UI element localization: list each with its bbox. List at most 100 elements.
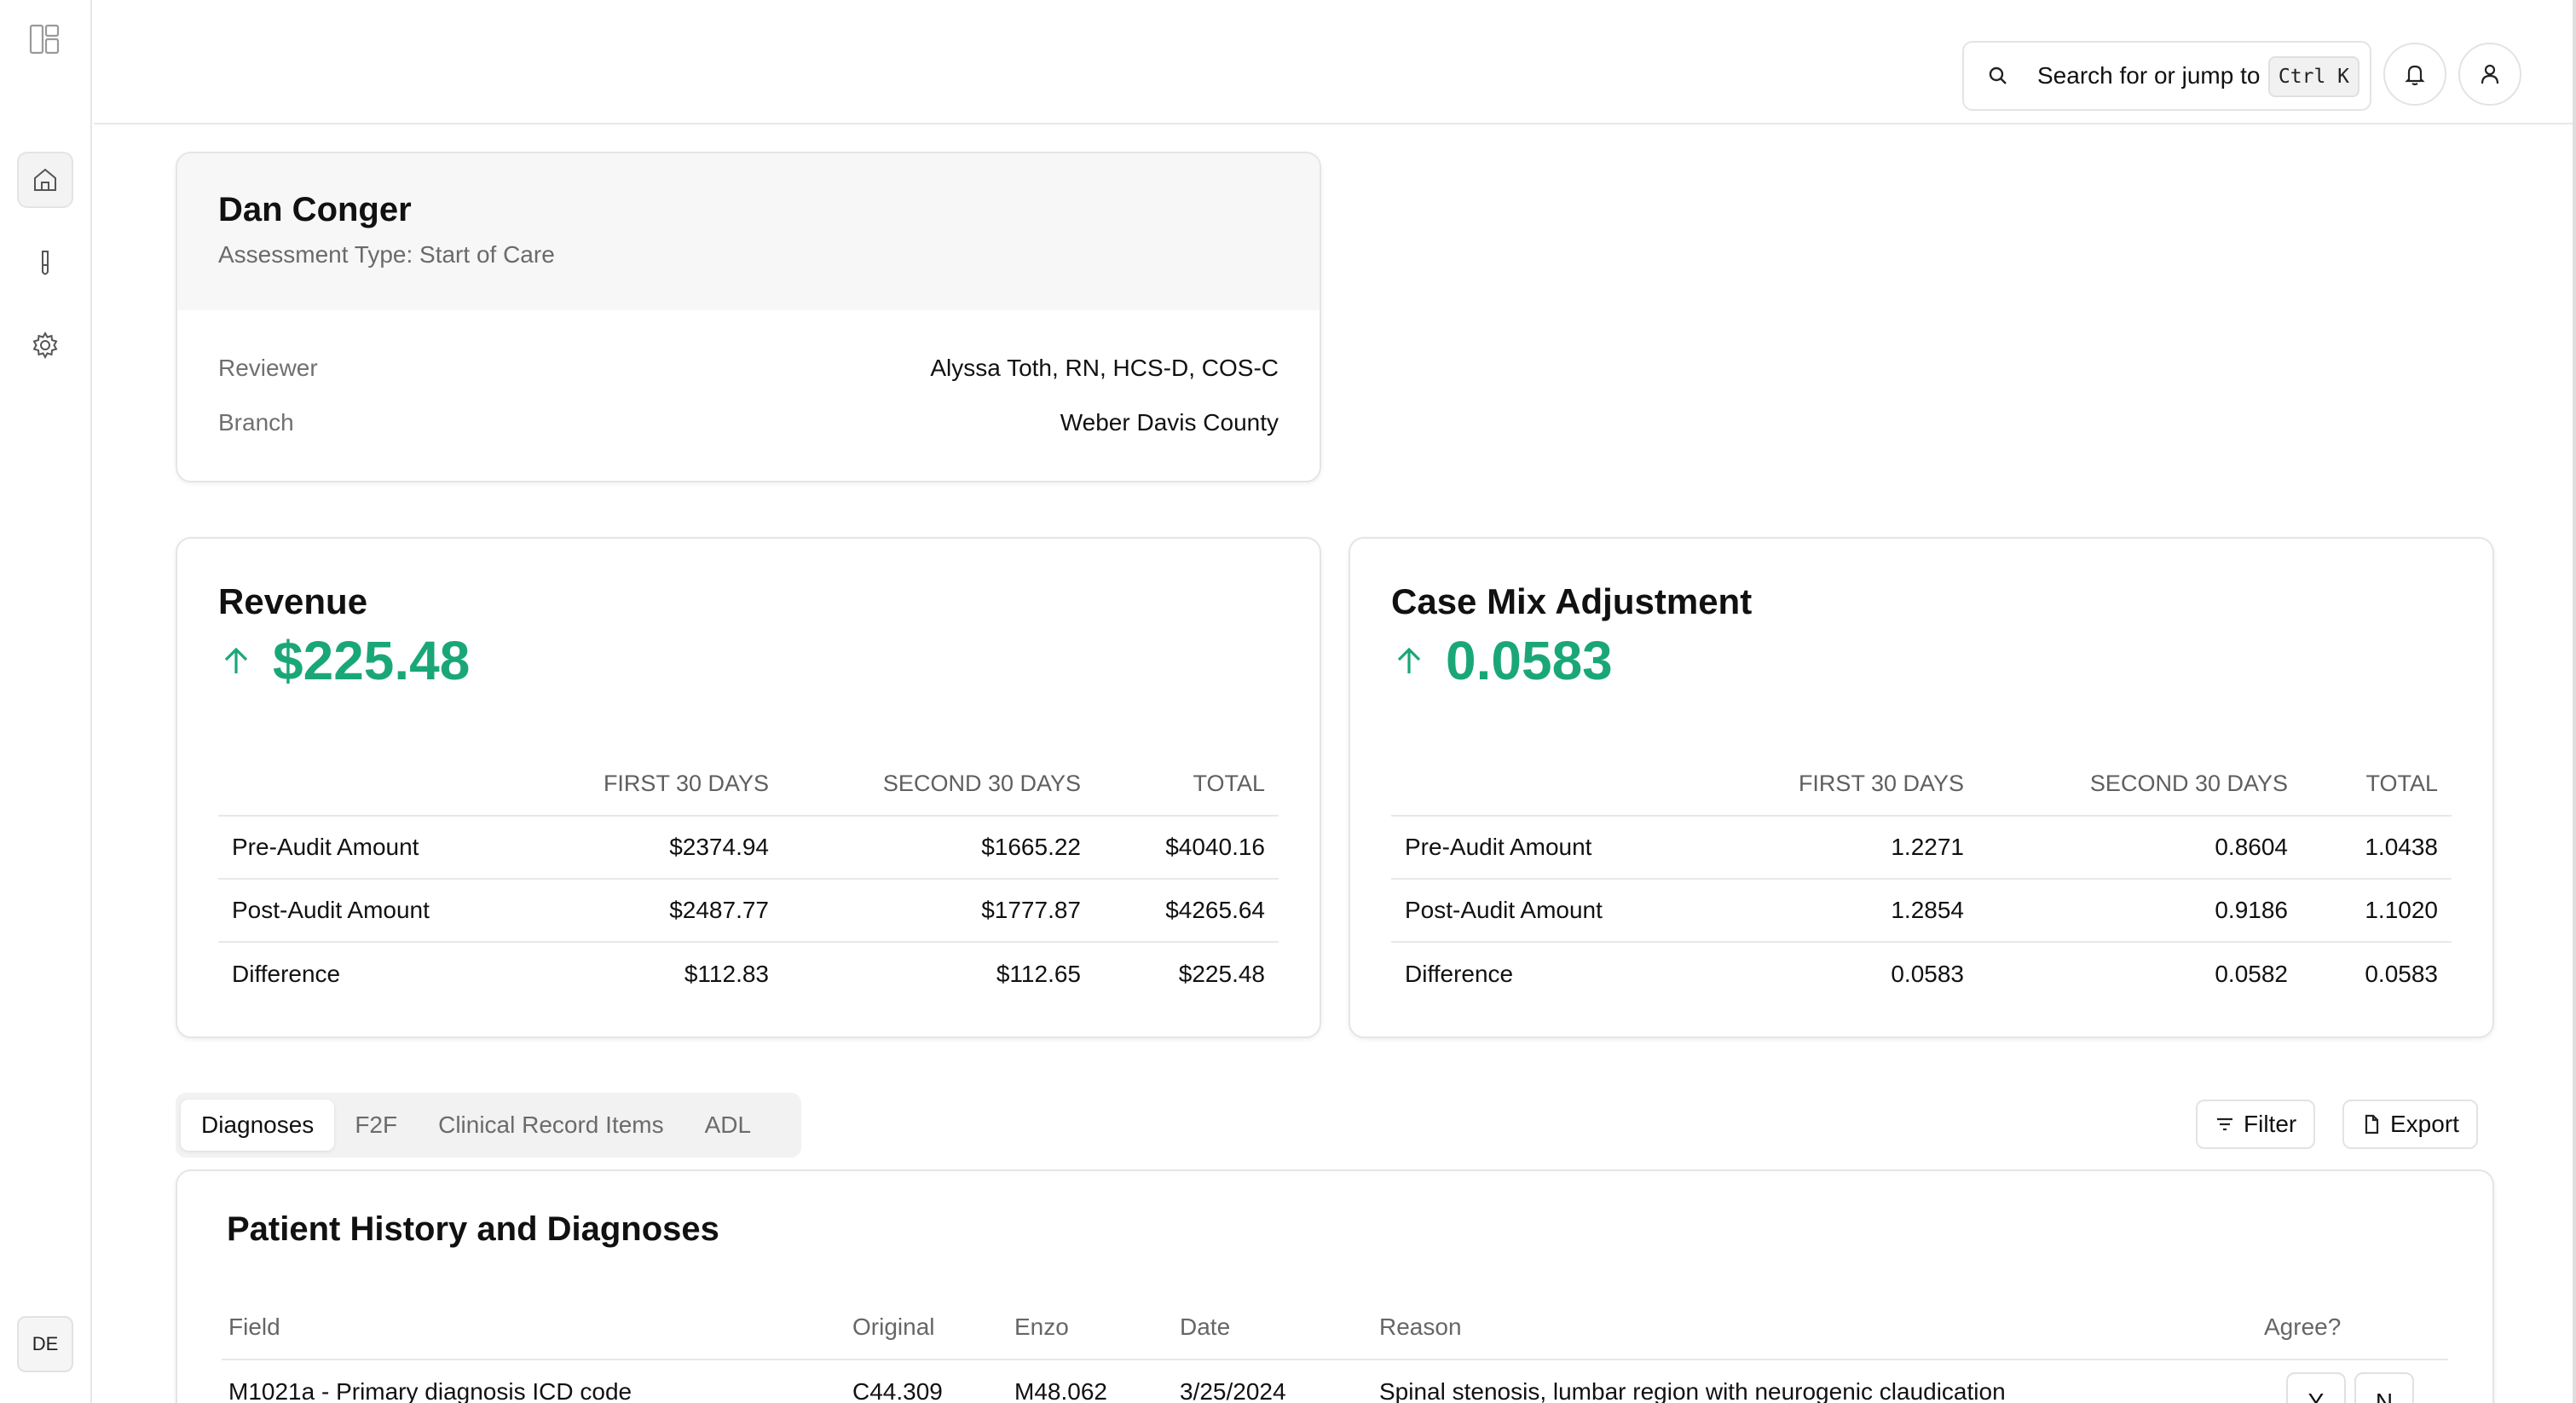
column-header-field: Field (228, 1314, 280, 1340)
reviewer-row: Reviewer Alyssa Toth, RN, HCS-D, COS-C (218, 355, 1279, 389)
agree-yes-button[interactable]: Y (2286, 1372, 2346, 1403)
cell-second: $1665.22 (981, 834, 1081, 860)
search-box[interactable]: Search for or jump to Ctrl K (1962, 41, 2371, 111)
test-tube-icon (42, 251, 49, 275)
branch-label: Branch (218, 409, 294, 436)
branch-row: Branch Weber Davis County (218, 409, 1279, 443)
row-label: Pre-Audit Amount (1405, 834, 1592, 860)
cell-total: $4265.64 (1165, 897, 1265, 923)
sidebar-item-tests[interactable] (17, 235, 73, 292)
bell-icon (2405, 65, 2425, 86)
file-icon (2365, 1114, 2379, 1135)
table-row: Difference 0.0583 0.0582 0.0583 (1391, 943, 2452, 1006)
tab-f2f[interactable]: F2F (355, 1111, 398, 1138)
revenue-amount: $225.48 (273, 630, 471, 691)
cell-date: 3/25/2024 (1180, 1378, 1286, 1403)
cell-total: $4040.16 (1165, 834, 1265, 860)
column-header: TOTAL (2365, 770, 2438, 796)
cell-second: 0.0582 (2215, 961, 2288, 987)
top-bar (94, 0, 2576, 124)
patient-name: Dan Conger (218, 191, 412, 228)
revenue-value: $225.48 (218, 629, 470, 692)
home-icon (34, 168, 56, 191)
tab-diagnoses[interactable]: Diagnoses (181, 1100, 335, 1151)
patient-header: Dan Conger Assessment Type: Start of Car… (177, 153, 1320, 310)
column-header-original: Original (852, 1314, 935, 1340)
table-header-row: FIRST 30 DAYS SECOND 30 DAYS TOTAL (218, 752, 1279, 817)
search-shortcut: Ctrl K (2267, 56, 2359, 97)
arrow-up-icon (1397, 647, 1421, 673)
search-icon (1989, 66, 2007, 84)
column-header: SECOND 30 DAYS (882, 770, 1081, 796)
sidebar: DE (0, 0, 92, 1403)
cell-second: 0.9186 (2215, 897, 2288, 923)
reviewer-value: Alyssa Toth, RN, HCS-D, COS-C (930, 355, 1279, 381)
cell-reason: Spinal stenosis, lumbar region with neur… (1379, 1378, 2006, 1403)
user-avatar[interactable]: DE (17, 1316, 73, 1372)
case-mix-value: 0.0583 (1391, 629, 1613, 692)
case-mix-table: FIRST 30 DAYS SECOND 30 DAYS TOTAL Pre-A… (1391, 752, 2452, 1006)
sidebar-item-settings[interactable] (17, 317, 73, 373)
table-row: Pre-Audit Amount $2374.94 $1665.22 $4040… (218, 817, 1279, 880)
scrollbar[interactable] (2573, 0, 2576, 1403)
export-label: Export (2390, 1111, 2459, 1137)
cell-first: 1.2854 (1891, 897, 1964, 923)
cell-second: $112.65 (996, 961, 1081, 987)
tab-clinical-record-items[interactable]: Clinical Record Items (438, 1111, 664, 1138)
column-header-date: Date (1180, 1314, 1231, 1340)
cell-total: 1.1020 (2365, 897, 2438, 923)
layout-logo-icon[interactable] (27, 22, 61, 56)
gear-icon (32, 331, 58, 360)
history-card: Patient History and Diagnoses Field Orig… (176, 1169, 2494, 1403)
cell-field: M1021a - Primary diagnosis ICD code (228, 1378, 632, 1403)
table-row: Post-Audit Amount 1.2854 0.9186 1.1020 (1391, 880, 2452, 943)
arrow-up-icon (224, 647, 248, 673)
row-label: Post-Audit Amount (232, 897, 430, 923)
column-header-agree: Agree? (2264, 1314, 2342, 1340)
reviewer-label: Reviewer (218, 355, 318, 381)
user-menu-button[interactable] (2458, 43, 2521, 106)
assessment-type: Assessment Type: Start of Care (218, 241, 555, 268)
cell-total: 1.0438 (2365, 834, 2438, 860)
filter-icon (2217, 1117, 2232, 1131)
column-header: FIRST 30 DAYS (1798, 770, 1964, 796)
history-title: Patient History and Diagnoses (227, 1210, 719, 1248)
table-row: Post-Audit Amount $2487.77 $1777.87 $426… (218, 880, 1279, 943)
user-initials: DE (32, 1333, 59, 1354)
tab-adl[interactable]: ADL (704, 1111, 752, 1138)
cell-first: 0.0583 (1891, 961, 1964, 987)
row-label: Difference (1405, 961, 1514, 987)
export-button[interactable]: Export (2342, 1100, 2478, 1149)
column-header: FIRST 30 DAYS (603, 770, 769, 796)
revenue-card: Revenue $225.48 FIRST 30 DAYS SECOND 30 … (176, 537, 1321, 1038)
table-row: M1021a - Primary diagnosis ICD code C44.… (222, 1362, 2448, 1403)
cell-second: $1777.87 (981, 897, 1081, 923)
branch-value: Weber Davis County (1060, 409, 1279, 436)
cell-first: $112.83 (684, 961, 769, 987)
filter-button[interactable]: Filter (2196, 1100, 2316, 1149)
table-row: Difference $112.83 $112.65 $225.48 (218, 943, 1279, 1006)
case-mix-card: Case Mix Adjustment 0.0583 FIRST 30 DAYS… (1349, 537, 2494, 1038)
row-label: Pre-Audit Amount (232, 834, 419, 860)
tab-bar: Diagnoses F2F Clinical Record Items ADL (176, 1093, 801, 1158)
cell-enzo: M48.062 (1014, 1378, 1107, 1403)
revenue-title: Revenue (218, 581, 368, 621)
table-header-row: FIRST 30 DAYS SECOND 30 DAYS TOTAL (1391, 752, 2452, 817)
case-mix-amount: 0.0583 (1446, 630, 1613, 691)
notifications-button[interactable] (2383, 43, 2446, 106)
column-header: SECOND 30 DAYS (2089, 770, 2288, 796)
row-label: Post-Audit Amount (1405, 897, 1603, 923)
agree-no-button[interactable]: N (2354, 1372, 2414, 1403)
cell-total: $225.48 (1178, 961, 1265, 987)
sidebar-item-home[interactable] (17, 152, 73, 208)
cell-original: C44.309 (852, 1378, 943, 1403)
history-table-header: Field Original Enzo Date Reason Agree? (222, 1296, 2448, 1360)
column-header-enzo: Enzo (1014, 1314, 1069, 1340)
cell-first: $2487.77 (669, 897, 769, 923)
row-label: Difference (232, 961, 341, 987)
filter-label: Filter (2244, 1111, 2297, 1137)
user-icon (2481, 64, 2499, 84)
search-placeholder: Search for or jump to (2037, 62, 2261, 89)
patient-card: Dan Conger Assessment Type: Start of Car… (176, 152, 1321, 482)
cell-total: 0.0583 (2365, 961, 2438, 987)
